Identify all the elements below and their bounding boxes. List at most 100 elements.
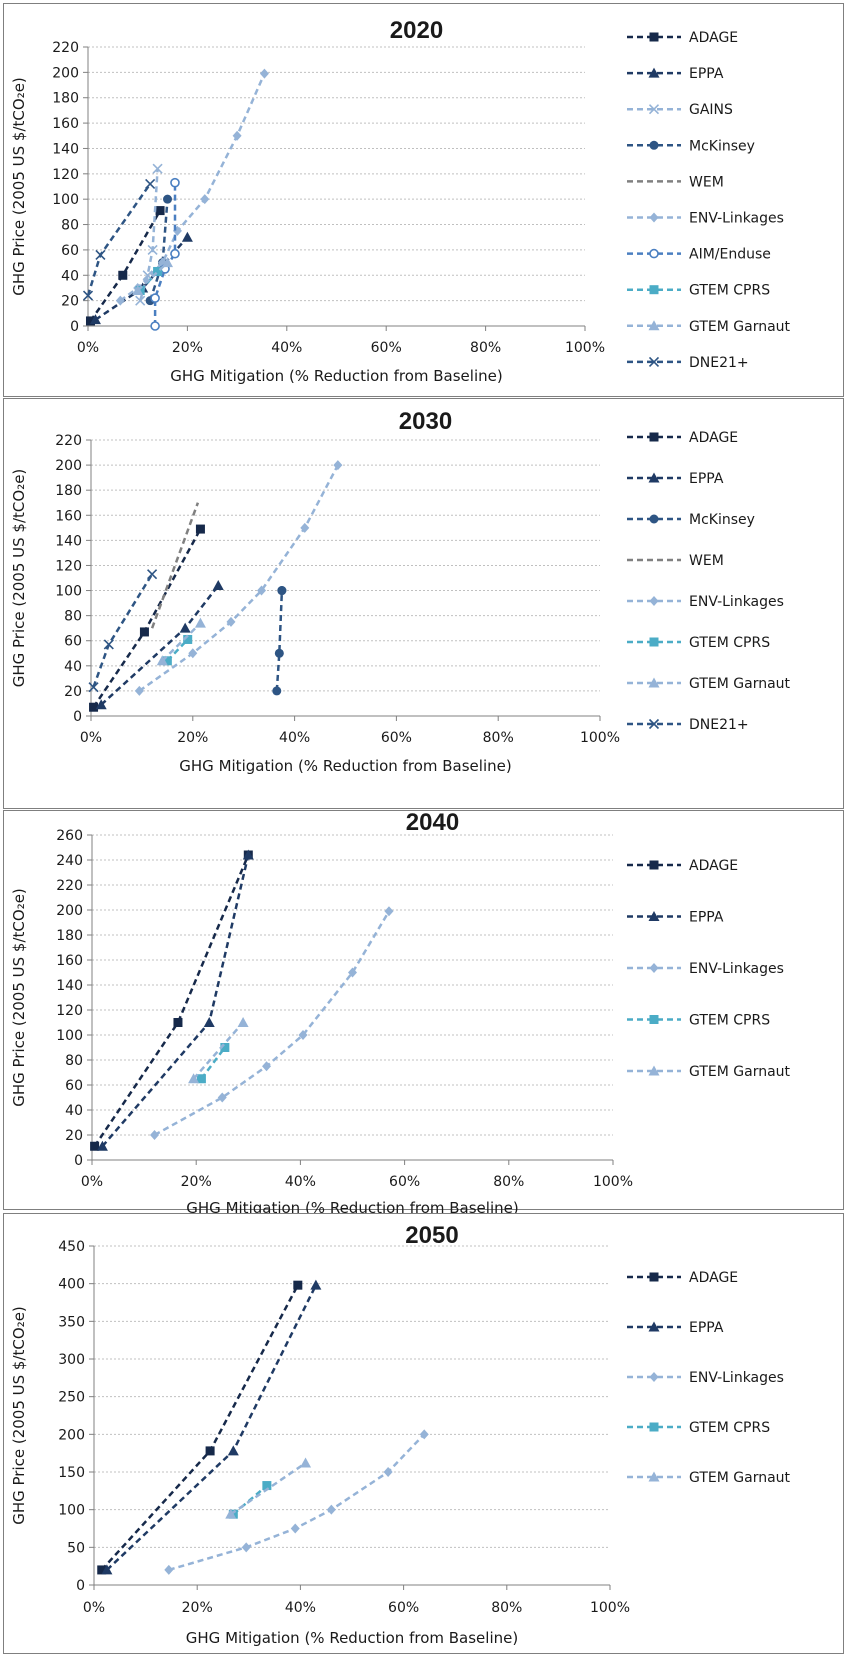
chart-2040-series-eppa-point	[242, 849, 254, 860]
chart-2040-series-gtem-garnaut-point	[237, 1017, 249, 1027]
chart-2020-x-tick-label: 100%	[565, 340, 605, 356]
chart-2040-x-tick-label: 100%	[593, 1174, 633, 1190]
chart-2040-x-tick-label: 60%	[389, 1174, 420, 1190]
chart-2020-y-tick-label: 120	[52, 167, 79, 183]
chart-2030-y-tick-label: 80	[64, 609, 82, 625]
chart-2030-series-gtem-garnaut	[156, 617, 206, 666]
chart-2030-legend-item-mckinsey: McKinsey	[627, 512, 755, 528]
chart-2050-series-eppa	[101, 1279, 322, 1575]
chart-2050-series-gtem-cprs-point	[262, 1481, 272, 1491]
chart-2040-series-gtem-cprs	[196, 1043, 230, 1084]
chart-2030-series-gtem-cprs-point	[183, 634, 193, 644]
chart-2040-legend-item-gtem-garnaut-marker	[648, 1065, 660, 1076]
chart-2040-legend-item-gtem-garnaut-label: GTEM Garnaut	[689, 1064, 791, 1080]
chart-2040-y-axis-title: GHG Price (2005 US $/tCO₂e)	[10, 888, 28, 1107]
chart-2030-legend-item-adage-label: ADAGE	[689, 430, 738, 446]
chart-2020-series-env-linkages-point	[200, 194, 210, 205]
chart-2020-legend-item-eppa-label: EPPA	[689, 66, 724, 82]
chart-2030-legend-item-mckinsey-label: McKinsey	[689, 512, 755, 528]
chart-2020-legend-item-gains: GAINS	[627, 102, 733, 118]
chart-2040-series-gtem-cprs-point	[196, 1074, 206, 1084]
chart-2020-legend-item-gtem-garnaut: GTEM Garnaut	[627, 319, 791, 335]
chart-2030-series-env-linkages	[134, 460, 343, 696]
chart-2030-series-gtem-cprs	[162, 634, 193, 666]
chart-2030-legend: ADAGE EPPA McKinsey WEM ENV-Linkages GTEM CPR…	[627, 430, 791, 733]
chart-2050-series-adage-point	[293, 1280, 303, 1290]
chart-2040-y-tick-label: 140	[56, 978, 83, 994]
chart-2030-y-tick-label: 40	[64, 659, 82, 675]
chart-2030-series-adage-point	[195, 524, 205, 534]
chart-2020-x-tick-label: 80%	[470, 340, 501, 356]
chart-2020-y-tick-label: 20	[61, 294, 79, 310]
chart-2020-series-aim-enduse-point	[150, 321, 160, 331]
chart-2020-legend-item-wem: WEM	[627, 174, 724, 190]
chart-2020-legend-item-gtem-cprs-marker	[649, 285, 659, 295]
chart-2030-series-adage-point	[139, 627, 149, 637]
chart-2020-legend-item-gains-label: GAINS	[689, 102, 733, 118]
chart-2040-series-env-linkages-point	[384, 906, 394, 917]
chart-2030-legend-item-adage-marker	[649, 432, 659, 442]
chart-2030-series-gtem-garnaut-point	[194, 617, 206, 628]
chart-2050-legend-item-gtem-cprs-label: GTEM CPRS	[689, 1420, 770, 1436]
chart-2050-legend-item-env-linkages-label: ENV-Linkages	[689, 1370, 784, 1386]
chart-2030-series-adage-point	[89, 702, 99, 712]
chart-2020-y-tick-label: 220	[52, 40, 79, 56]
chart-2040-x-tick-label: 80%	[493, 1174, 524, 1190]
chart-2050-y-tick-label: 450	[58, 1239, 85, 1255]
chart-2040-series-adage-line	[93, 854, 250, 1147]
chart-2040-legend-item-adage-label: ADAGE	[689, 858, 738, 874]
chart-2030-legend-item-env-linkages-label: ENV-Linkages	[689, 594, 784, 610]
chart-2030-x-tick-label: 20%	[177, 730, 208, 746]
chart-2030-legend-item-env-linkages: ENV-Linkages	[627, 594, 784, 610]
chart-2020-series-env-linkages-point	[259, 68, 269, 79]
chart-2020-x-tick-label: 0%	[77, 340, 99, 356]
chart-2020-legend-item-gtem-garnaut-label: GTEM Garnaut	[689, 319, 791, 335]
chart-2020-y-axis-title: GHG Price (2005 US $/tCO₂e)	[10, 77, 28, 296]
chart-2050-legend-item-eppa-marker	[648, 1321, 660, 1332]
chart-2020-series-env-linkages-point	[115, 295, 125, 306]
chart-2020-y-tick-label: 60	[61, 243, 79, 259]
chart-2040-legend-item-eppa: EPPA	[627, 910, 724, 926]
chart-2040-series-env-linkages-point	[262, 1061, 272, 1072]
chart-2050-y-axis-title: GHG Price (2005 US $/tCO₂e)	[10, 1306, 28, 1525]
chart-2050-x-tick-label: 80%	[491, 1600, 522, 1616]
chart-2050-legend-item-gtem-cprs: GTEM CPRS	[627, 1420, 770, 1436]
chart-2020-y-tick-label: 180	[52, 91, 79, 107]
chart-2050-y-tick-label: 400	[58, 1277, 85, 1293]
chart-2030-series-env-linkages-point	[226, 616, 236, 627]
chart-2040-y-tick-label: 0	[74, 1153, 83, 1169]
chart-2030-series-adage	[89, 524, 205, 712]
chart-2020-legend-item-dne21-label: DNE21+	[689, 355, 749, 371]
chart-2020-legend-item-adage: ADAGE	[627, 30, 738, 46]
chart-2020-x-tick-label: 20%	[172, 340, 203, 356]
chart-2020-x-axis-title: GHG Mitigation (% Reduction from Baselin…	[170, 367, 502, 385]
chart-2020-series-gtem-garnaut-point	[132, 284, 144, 295]
chart-2040-series-gtem-cprs-line	[200, 1046, 226, 1080]
chart-2030-series-env-linkages-point	[134, 685, 144, 696]
chart-2050-x-tick-label: 0%	[83, 1600, 105, 1616]
chart-2020-series-aim-enduse-point	[170, 248, 180, 259]
chart-2020-x-tick-label: 60%	[371, 340, 402, 356]
chart-2040-y-tick-label: 40	[65, 1103, 83, 1119]
chart-2020-series-gtem-cprs-point	[153, 266, 163, 276]
chart-2020-y-tick-label: 200	[52, 65, 79, 81]
chart-2050-y-tick-label: 150	[58, 1465, 85, 1481]
chart-2040-panel-frame	[3, 810, 844, 1210]
chart-2040-y-tick-label: 100	[56, 1028, 83, 1044]
chart-2030-x-tick-label: 80%	[483, 730, 514, 746]
chart-2020-y-tick-label: 100	[52, 192, 79, 208]
chart-2020-series-aim-enduse-point	[150, 293, 160, 303]
chart-2030-x-tick-label: 40%	[279, 730, 310, 746]
chart-2040-legend-item-env-linkages-label: ENV-Linkages	[689, 961, 784, 977]
chart-2030-series-dne21	[88, 569, 158, 693]
chart-2030-x-tick-label: 60%	[381, 730, 412, 746]
chart-2030-y-tick-label: 120	[55, 558, 82, 574]
chart-2050-series-gtem-garnaut-point	[300, 1457, 312, 1468]
chart-2040-legend-item-env-linkages: ENV-Linkages	[627, 961, 784, 977]
chart-2030-series-eppa-point	[212, 580, 224, 591]
chart-2020-title: 2020	[390, 17, 443, 44]
chart-2040-series-gtem-garnaut-line	[192, 1021, 245, 1080]
chart-2030-legend-item-mckinsey-marker	[649, 514, 659, 524]
chart-2040-series-eppa-point	[96, 1140, 108, 1151]
chart-2020-series-dne21-point	[82, 290, 94, 301]
